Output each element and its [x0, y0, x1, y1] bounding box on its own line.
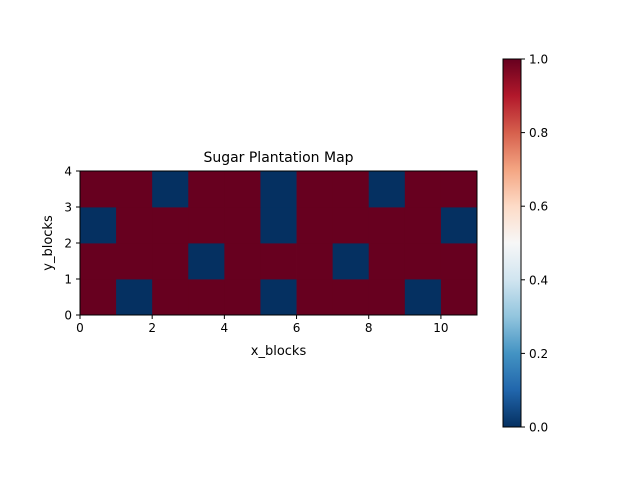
heatmap-cell: [404, 279, 442, 316]
x-tick-label: 4: [221, 321, 229, 335]
colorbar-tick-label: 0.6: [529, 200, 548, 214]
heatmap-cell: [332, 207, 370, 244]
heatmap-cell: [80, 171, 117, 208]
heatmap-cell: [368, 207, 406, 244]
colorbar-tick-label: 0.4: [529, 273, 548, 287]
colorbar-tick-label: 0.8: [529, 126, 548, 140]
y-tick-label: 1: [64, 273, 72, 287]
heatmap-cell: [188, 171, 225, 208]
heatmap-cell: [332, 243, 370, 280]
heatmap-cell: [260, 243, 297, 280]
heatmap-cell: [152, 243, 189, 280]
heatmap-cell: [224, 279, 261, 316]
heatmap-cell: [440, 243, 478, 280]
y-tick-label: 2: [64, 237, 72, 251]
heatmap-cell: [80, 207, 117, 244]
heatmap-cell: [116, 171, 153, 208]
x-tick-label: 8: [365, 321, 373, 335]
x-tick-label: 2: [148, 321, 156, 335]
colorbar-tick-label: 1.0: [529, 53, 548, 67]
heatmap-cell: [224, 243, 261, 280]
x-tick-label: 10: [433, 321, 448, 335]
heatmap-cell: [440, 207, 478, 244]
heatmap-cell: [80, 243, 117, 280]
heatmap-cell: [224, 207, 261, 244]
heatmap-cell: [332, 171, 370, 208]
heatmap-cell: [152, 171, 189, 208]
heatmap-cell: [296, 243, 334, 280]
heatmap-cell: [260, 279, 297, 316]
heatmap-cell: [404, 243, 442, 280]
x-tick-label: 0: [76, 321, 84, 335]
heatmap-cell: [116, 207, 153, 244]
y-tick-label: 0: [64, 309, 72, 323]
colorbar: [502, 58, 522, 428]
chart-title: Sugar Plantation Map: [203, 150, 353, 166]
heatmap-cell: [80, 279, 117, 316]
heatmap-cell: [116, 279, 153, 316]
heatmap-cell: [116, 243, 153, 280]
heatmap-cell: [296, 171, 334, 208]
heatmap-cell: [188, 243, 225, 280]
x-axis-label: x_blocks: [251, 344, 307, 359]
y-tick-label: 3: [64, 201, 72, 215]
heatmap-cell: [188, 279, 225, 316]
heatmap-cell: [152, 279, 189, 316]
y-tick-label: 4: [64, 165, 72, 179]
heatmap-cell: [260, 207, 297, 244]
y-axis-label: y_blocks: [41, 215, 56, 271]
heatmap-cell: [224, 171, 261, 208]
heatmap-cell: [440, 279, 478, 316]
x-axis-ticks: 0 2 4 6 8 10: [76, 315, 449, 335]
x-tick-label: 6: [293, 321, 301, 335]
heatmap-cell: [332, 279, 370, 316]
heatmap-cell: [404, 207, 442, 244]
heatmap-cell: [152, 207, 189, 244]
heatmap-cell: [404, 171, 442, 208]
y-axis-ticks: 0 1 2 3 4: [64, 165, 80, 323]
heatmap-cell: [260, 171, 297, 208]
heatmap-cell: [296, 207, 334, 244]
heatmap-cell: [440, 171, 478, 208]
heatmap-cells: [80, 171, 478, 316]
heatmap-cell: [368, 279, 406, 316]
colorbar-tick-label: 0.2: [529, 347, 548, 361]
heatmap-cell: [188, 207, 225, 244]
heatmap-cell: [368, 171, 406, 208]
colorbar-tick-label: 0.0: [529, 421, 548, 435]
heatmap-cell: [296, 279, 334, 316]
colorbar-ticks: 0.0 0.2 0.4 0.6 0.8 1.0: [521, 53, 548, 435]
heatmap-cell: [368, 243, 406, 280]
